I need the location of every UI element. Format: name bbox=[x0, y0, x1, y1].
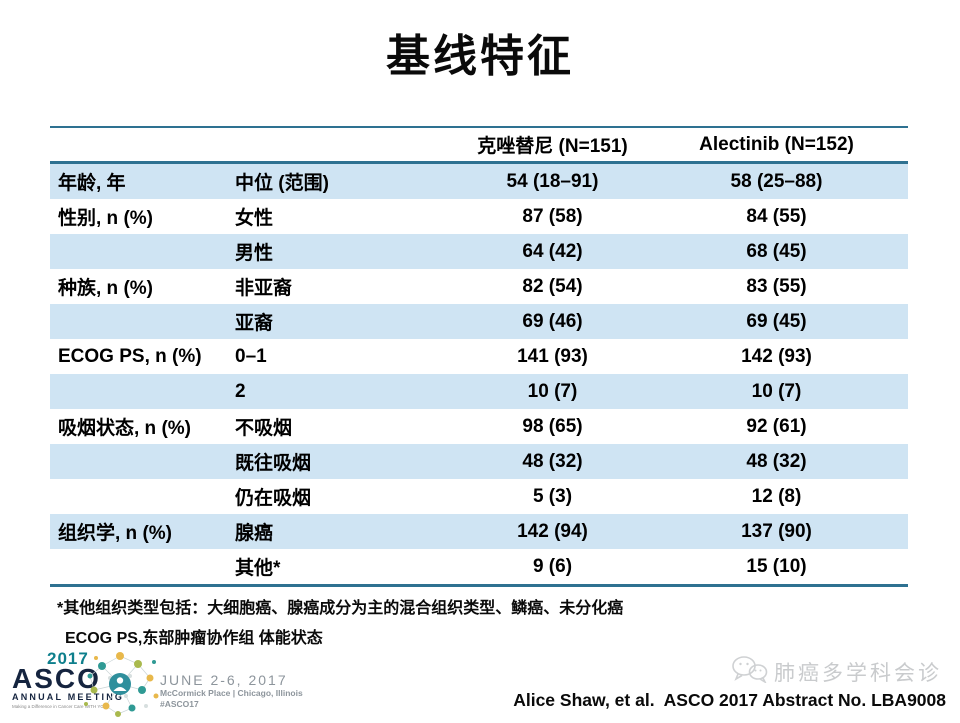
cell-alectinib: 92 (61) bbox=[746, 415, 807, 437]
table-row: ECOG PS, n (%) 0–1 141 (93) 142 (93) bbox=[50, 339, 908, 374]
watermark-text: 肺癌多学科会诊 bbox=[774, 661, 942, 685]
citation: Alice Shaw, et al. ASCO 2017 Abstract No… bbox=[513, 690, 946, 710]
dots-network-icon bbox=[80, 650, 162, 723]
cell-subcategory: 非亚裔 bbox=[235, 278, 293, 299]
table-bottom-rule bbox=[50, 584, 908, 587]
cell-crizotinib: 9 (6) bbox=[532, 555, 573, 577]
cell-category: 种族, n (%) bbox=[58, 278, 153, 299]
cell-alectinib: 68 (45) bbox=[746, 240, 807, 262]
table-row: 种族, n (%) 非亚裔 82 (54) 83 (55) bbox=[50, 269, 908, 304]
cell-crizotinib: 54 (18–91) bbox=[506, 170, 599, 192]
table-row: 年龄, 年 中位 (范围) 54 (18–91) 58 (25–88) bbox=[50, 164, 908, 199]
table-row: 既往吸烟 48 (32) 48 (32) bbox=[50, 444, 908, 479]
asco-logo-meeting: ANNUAL MEETING bbox=[12, 692, 125, 702]
cell-crizotinib: 69 (46) bbox=[522, 310, 583, 332]
cell-crizotinib: 48 (32) bbox=[522, 450, 583, 472]
cell-subcategory: 腺癌 bbox=[235, 523, 274, 544]
cell-subcategory: 中位 (范围) bbox=[235, 173, 329, 194]
cell-crizotinib: 5 (3) bbox=[532, 485, 573, 507]
asco-logo: 2017 ASCO ANNUAL MEETING Making a Differ… bbox=[12, 649, 162, 710]
cell-crizotinib: 10 (7) bbox=[527, 380, 578, 402]
cell-subcategory: 0–1 bbox=[235, 345, 267, 367]
table-row: 仍在吸烟 5 (3) 12 (8) bbox=[50, 479, 908, 514]
cell-subcategory: 女性 bbox=[235, 208, 274, 229]
header-alectinib: Alectinib (N=152) bbox=[699, 133, 854, 155]
event-hashtag: #ASCO17 bbox=[160, 699, 199, 709]
cell-subcategory: 仍在吸烟 bbox=[235, 488, 312, 509]
person-icon bbox=[113, 677, 127, 691]
cell-subcategory: 不吸烟 bbox=[235, 418, 293, 439]
cell-crizotinib: 64 (42) bbox=[522, 240, 583, 262]
cell-crizotinib: 82 (54) bbox=[522, 275, 583, 297]
cell-alectinib: 83 (55) bbox=[746, 275, 807, 297]
table-row: 2 10 (7) 10 (7) bbox=[50, 374, 908, 409]
table-top-rule bbox=[50, 126, 908, 128]
event-info: JUNE 2-6, 2017 McCormick Place | Chicago… bbox=[160, 672, 303, 709]
cell-crizotinib: 141 (93) bbox=[517, 345, 588, 367]
page-title: 基线特征 bbox=[386, 32, 574, 81]
table-row: 性别, n (%) 女性 87 (58) 84 (55) bbox=[50, 199, 908, 234]
asco-logo-name: ASCO bbox=[12, 663, 101, 694]
header-crizotinib: 克唑替尼 (N=151) bbox=[477, 136, 628, 157]
cell-category: 吸烟状态, n (%) bbox=[58, 418, 191, 439]
cell-alectinib: 142 (93) bbox=[741, 345, 812, 367]
cell-alectinib: 58 (25–88) bbox=[730, 170, 823, 192]
cell-subcategory: 既往吸烟 bbox=[235, 453, 312, 474]
cell-alectinib: 48 (32) bbox=[746, 450, 807, 472]
cell-crizotinib: 98 (65) bbox=[522, 415, 583, 437]
cell-alectinib: 84 (55) bbox=[746, 205, 807, 227]
cell-crizotinib: 142 (94) bbox=[517, 520, 588, 542]
table-row: 男性 64 (42) 68 (45) bbox=[50, 234, 908, 269]
baseline-characteristics-table: 克唑替尼 (N=151) Alectinib (N=152) 年龄, 年 中位 … bbox=[50, 126, 908, 587]
cell-alectinib: 137 (90) bbox=[741, 520, 812, 542]
asco-logo-tagline: Making a Difference in Cancer Care WITH … bbox=[12, 704, 108, 709]
cell-crizotinib: 87 (58) bbox=[522, 205, 583, 227]
table-row: 吸烟状态, n (%) 不吸烟 98 (65) 92 (61) bbox=[50, 409, 908, 444]
watermark: 肺癌多学科会诊 bbox=[730, 655, 942, 688]
cell-subcategory: 男性 bbox=[235, 243, 274, 264]
cell-alectinib: 69 (45) bbox=[746, 310, 807, 332]
cell-category: 组织学, n (%) bbox=[58, 523, 172, 544]
cell-alectinib: 12 (8) bbox=[751, 485, 802, 507]
cell-alectinib: 15 (10) bbox=[746, 555, 807, 577]
footnote-ecog: ECOG PS,东部肿瘤协作组 体能状态 bbox=[65, 630, 323, 647]
table-row: 组织学, n (%) 腺癌 142 (94) 137 (90) bbox=[50, 514, 908, 549]
cell-subcategory: 亚裔 bbox=[235, 313, 274, 334]
cell-subcategory: 2 bbox=[235, 380, 246, 402]
cell-alectinib: 10 (7) bbox=[751, 380, 802, 402]
table-row: 其他* 9 (6) 15 (10) bbox=[50, 549, 908, 584]
table-header-rule bbox=[50, 161, 908, 164]
cell-category: 性别, n (%) bbox=[58, 208, 153, 229]
wechat-icon bbox=[730, 655, 768, 688]
cell-category: 年龄, 年 bbox=[58, 173, 126, 194]
event-date: JUNE 2-6, 2017 bbox=[160, 672, 288, 688]
asco-logo-year: 2017 bbox=[47, 649, 89, 668]
cell-category: ECOG PS, n (%) bbox=[58, 345, 202, 367]
footnote-histology: *其他组织类型包括：大细胞癌、腺癌成分为主的混合组织类型、鳞癌、未分化癌 bbox=[57, 600, 624, 617]
event-venue: McCormick Place | Chicago, Illinois bbox=[160, 688, 303, 698]
cell-subcategory: 其他* bbox=[235, 558, 281, 579]
table-row: 亚裔 69 (46) 69 (45) bbox=[50, 304, 908, 339]
table-header-row: 克唑替尼 (N=151) Alectinib (N=152) bbox=[50, 128, 908, 161]
